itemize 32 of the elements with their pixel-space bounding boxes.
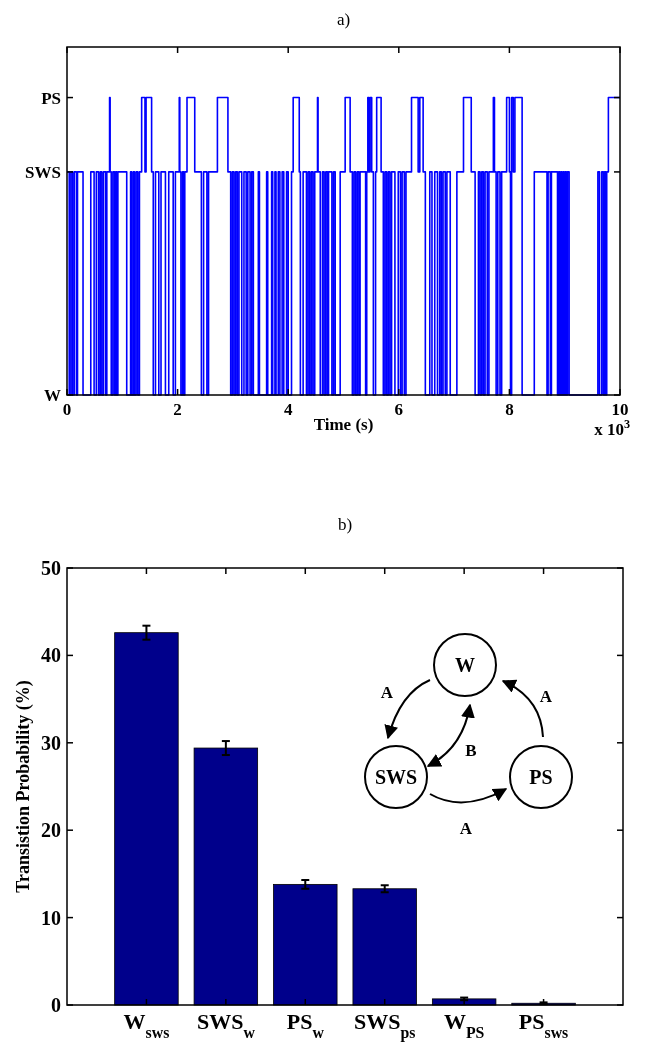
- annotation: SWS: [374, 766, 418, 788]
- y-tick-label: 10: [41, 906, 61, 929]
- text: SWS: [25, 162, 61, 182]
- text: W: [44, 385, 61, 405]
- x-tick-label: 10: [611, 400, 629, 419]
- annotation: PS: [529, 766, 553, 788]
- chart-title: b): [337, 515, 353, 534]
- annotation: W: [455, 654, 475, 676]
- x-tick-label: 8: [505, 400, 514, 419]
- x-tick-label: SWS$_{w}$: [196, 1009, 256, 1041]
- x-tick-label: 2: [173, 400, 182, 419]
- x-tick-label: W$_{PS}$: [443, 1009, 485, 1041]
- y-tick-label: 20: [41, 819, 61, 842]
- y-tick-label: 50: [41, 557, 61, 579]
- x-tick-label: PS$_{w}$: [286, 1009, 325, 1041]
- annotation: A: [380, 682, 394, 702]
- x-tick-label: W$_{sws}$: [123, 1009, 170, 1041]
- y-axis-title: Transistion Probability (%): [13, 680, 34, 893]
- text: x 10$^{3}$: [594, 417, 630, 439]
- x-tick-label: 6: [394, 400, 404, 419]
- annotation: A: [459, 818, 473, 838]
- x-tick-label: SWS$_{ps}$: [353, 1009, 416, 1042]
- y-tick-label: 40: [41, 644, 61, 667]
- text: PS: [41, 88, 61, 108]
- y-tick-label: 30: [41, 731, 61, 754]
- annotation: A: [539, 686, 553, 706]
- x-axis-title: Time (s): [313, 415, 374, 434]
- y-tick-label: 0: [51, 994, 61, 1016]
- annotation: B: [465, 740, 477, 760]
- x-tick-label: 4: [283, 400, 293, 419]
- chart-title: a): [336, 10, 351, 29]
- x-tick-label: PS$_{sws}$: [518, 1009, 569, 1041]
